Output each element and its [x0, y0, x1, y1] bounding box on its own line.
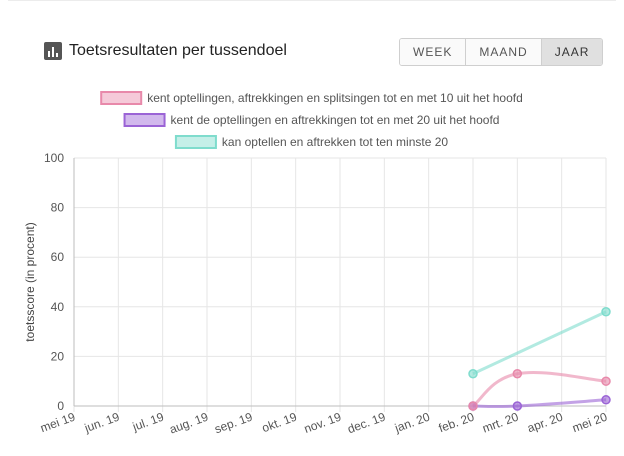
bar-chart-icon	[44, 42, 62, 60]
data-point	[468, 369, 478, 379]
x-tick-label: jul. 19	[130, 410, 166, 435]
data-point	[468, 401, 478, 411]
card-header: Toetsresultaten per tussendoel	[44, 39, 287, 63]
x-tick-label: mrt. 20	[480, 410, 520, 436]
data-point	[601, 307, 611, 317]
results-card: Toetsresultaten per tussendoel WEEK MAAN…	[8, 0, 616, 456]
chart-title: Toetsresultaten per tussendoel	[69, 42, 287, 59]
x-tick-label: sep. 19	[213, 410, 255, 437]
x-tick-label: okt. 19	[260, 410, 299, 436]
x-tick-label: mei 19	[38, 410, 77, 436]
period-toggle: WEEK MAAND JAAR	[399, 38, 604, 66]
y-axis-label: toetsscore (in procent)	[23, 222, 37, 341]
legend-swatch	[123, 113, 166, 127]
y-tick-label: 20	[51, 349, 65, 363]
y-tick-label: 80	[51, 201, 65, 215]
legend-swatch	[174, 135, 217, 149]
x-tick-label: feb. 20	[437, 410, 477, 436]
x-tick-label: aug. 19	[168, 410, 211, 437]
data-point	[512, 369, 523, 379]
data-point	[512, 401, 523, 411]
y-tick-label: 60	[51, 250, 65, 264]
legend-label: kent de optellingen en aftrekkingen tot …	[171, 113, 500, 127]
x-tick-label: dec. 19	[346, 410, 388, 437]
x-tick-label: jun. 19	[82, 410, 122, 436]
x-tick-label: jan. 20	[392, 410, 432, 436]
period-week-button[interactable]: WEEK	[400, 39, 467, 65]
y-tick-label: 40	[51, 300, 65, 314]
data-point	[601, 395, 611, 405]
x-tick-label: apr. 20	[525, 410, 565, 436]
y-tick-label: 100	[44, 151, 64, 165]
y-tick-label: 0	[57, 399, 64, 413]
data-point	[601, 376, 611, 386]
series-line	[472, 310, 607, 376]
x-tick-label: mei 20	[570, 410, 609, 436]
legend-label: kent optellingen, aftrekkingen en splits…	[147, 91, 523, 105]
legend-swatch	[100, 91, 143, 105]
legend-label: kan optellen en aftrekken tot ten minste…	[222, 135, 448, 149]
period-month-button[interactable]: MAAND	[466, 39, 542, 65]
x-tick-label: nov. 19	[302, 410, 343, 436]
period-year-button[interactable]: JAAR	[541, 39, 603, 65]
